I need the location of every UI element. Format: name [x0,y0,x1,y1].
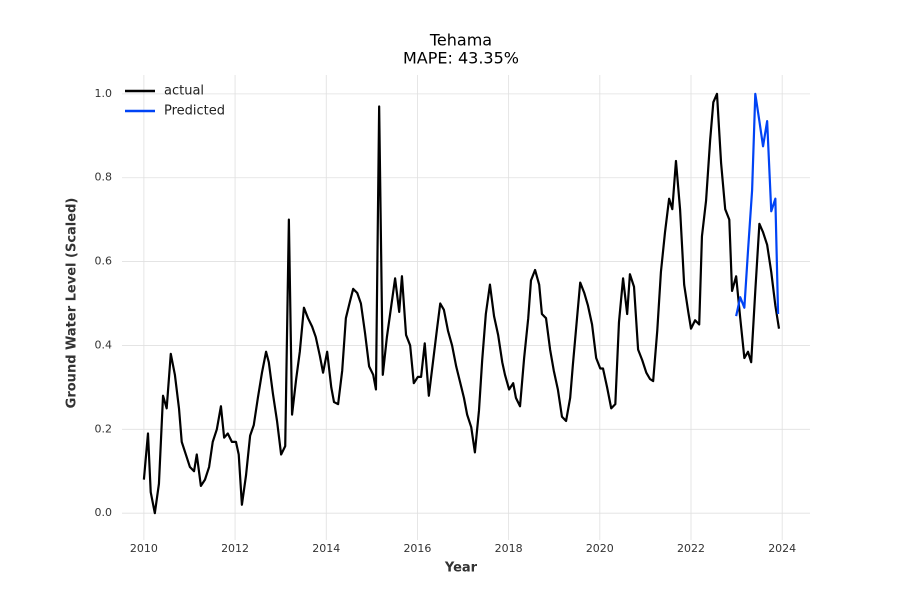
x-tick-label: 2018 [495,542,523,555]
chart-title: Tehama [429,31,492,50]
y-tick-label: 0.2 [95,422,113,435]
x-tick-label: 2022 [677,542,705,555]
x-tick-label: 2012 [221,542,249,555]
y-tick-label: 1.0 [95,87,113,100]
grid: 2010 2012 2014 2016 2018 2020 2022 2024 0.0 0.2 0.… [95,75,810,555]
x-axis-label: Year [444,561,478,576]
y-tick-label: 0.8 [95,171,113,184]
series-line [142,92,781,515]
legend-label: Predicted [164,104,225,119]
plot-area [142,92,781,515]
y-tick-label: 0.6 [95,255,113,268]
chart-subtitle: MAPE: 43.35% [403,49,519,68]
x-tick-label: 2016 [403,542,431,555]
x-tick-label: 2014 [312,542,340,555]
x-tick-label: 2020 [586,542,614,555]
x-tick-label: 2024 [768,542,796,555]
x-tick-label: 2010 [130,542,158,555]
y-tick-label: 0.4 [95,338,113,351]
y-axis-label: Ground Water Level (Scaled) [65,198,80,409]
series-line [735,92,780,317]
legend-label: actual [164,84,204,99]
y-tick-label: 0.0 [95,506,113,519]
legend: actual Predicted [125,84,225,119]
